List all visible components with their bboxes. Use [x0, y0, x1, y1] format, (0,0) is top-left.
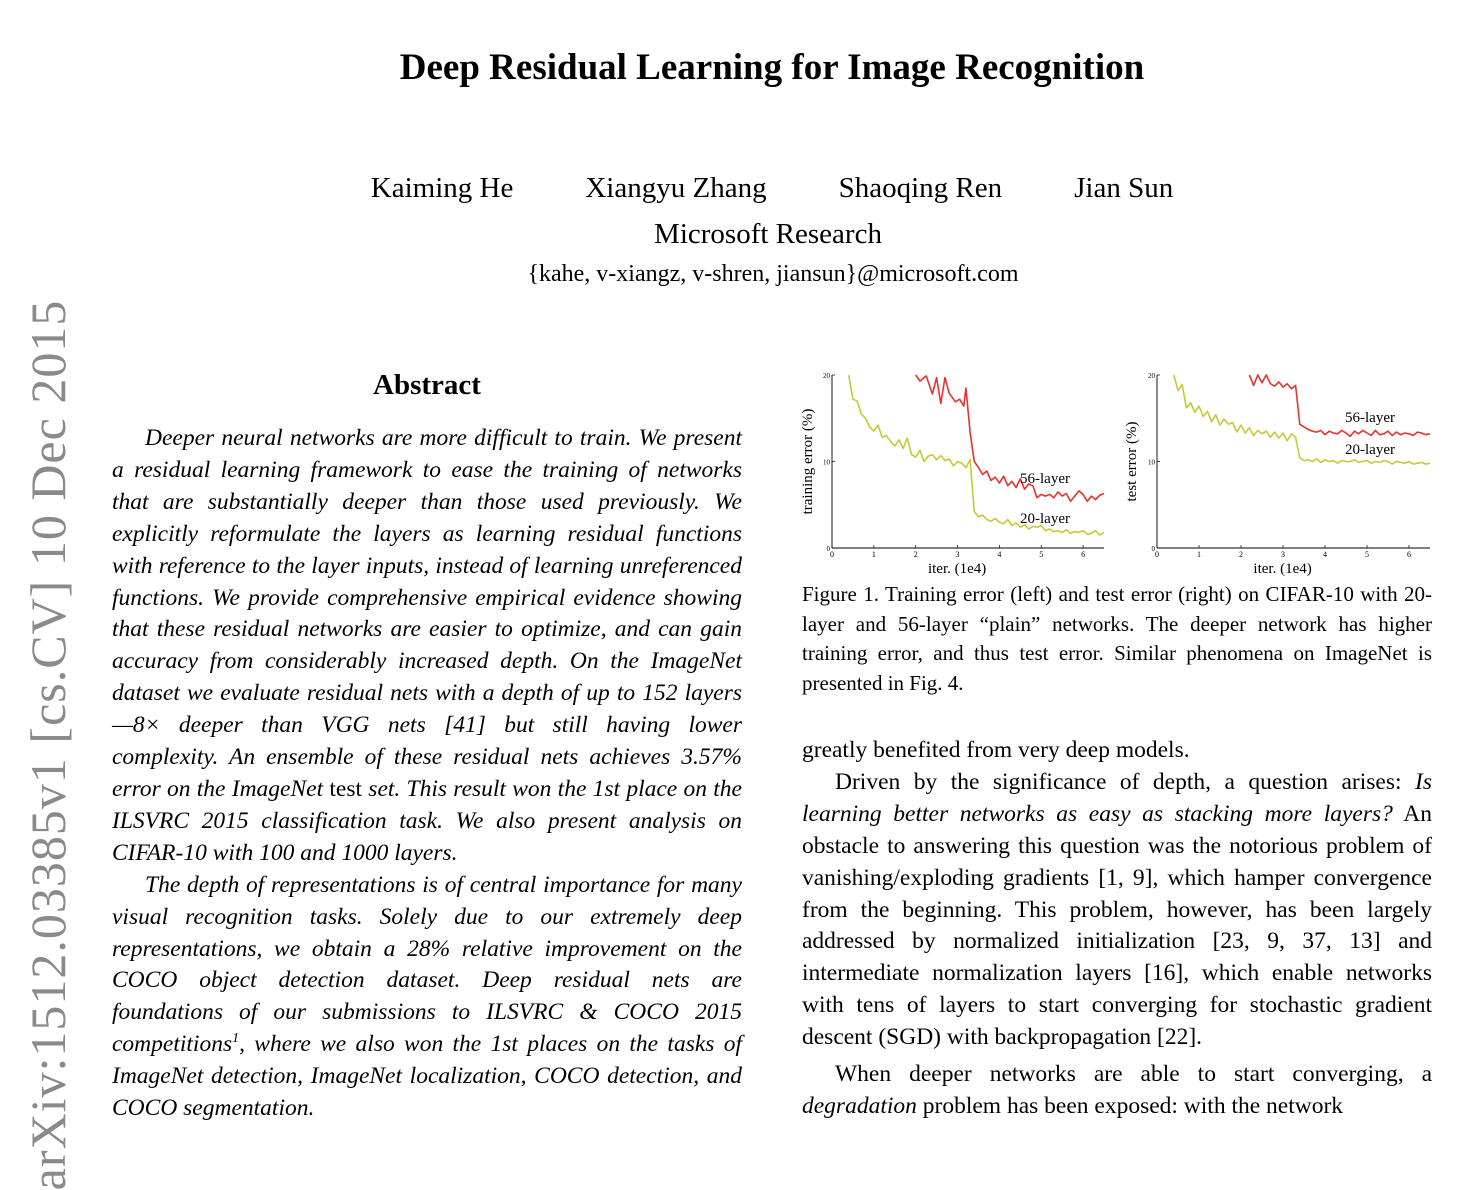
x-tick-label: 2: [1239, 550, 1243, 559]
author-list: Kaiming He Xiangyu Zhang Shaoqing Ren Ji…: [0, 172, 1468, 205]
chart-panel: 0 1 2 3 4 5 6 0 10 20 iter. (1e4) test error (%) 56-…: [1124, 372, 1431, 577]
figure-caption: Figure 1. Training error (left) and test…: [802, 582, 1432, 695]
test-set-term: test: [329, 775, 363, 802]
intro-body: greatly benefited from very deep models.…: [802, 735, 1432, 1123]
x-axis-label: iter. (1e4): [1253, 561, 1311, 577]
author-name: Shaoqing Ren: [838, 172, 1003, 204]
x-axis-label: iter. (1e4): [928, 561, 986, 577]
x-tick-label: 1: [872, 550, 876, 559]
degradation-term: degradation: [802, 1092, 917, 1119]
affiliation: Microsoft Research: [654, 218, 882, 250]
y-tick-label: 20: [1148, 372, 1156, 380]
abstract-paragraph: Deeper neural networks are more difficul…: [112, 425, 742, 866]
x-tick-label: 3: [1281, 550, 1285, 559]
y-tick-label: 10: [823, 459, 831, 467]
author-name: Jian Sun: [1074, 172, 1174, 204]
series-line-56-layer: [915, 374, 1105, 503]
figure-1: 0 1 2 3 4 5 6 0 10 20 iter. (1e4) training error (%…: [802, 365, 1432, 580]
abstract-body: Deeper neural networks are more difficul…: [112, 423, 742, 1125]
y-tick-label: 20: [823, 372, 831, 380]
author-name: Xiangyu Zhang: [585, 172, 767, 204]
series-label: 56-layer: [1345, 410, 1395, 426]
series-line-20-layer: [1173, 374, 1431, 465]
body-paragraph: When deeper networks are able to start c…: [802, 1061, 1432, 1119]
x-tick-label: 6: [1081, 550, 1085, 559]
y-axis-label: test error (%): [1124, 422, 1140, 502]
footnote-marker: 1: [232, 1031, 240, 1047]
x-tick-label: 0: [1155, 550, 1159, 559]
series-label: 20-layer: [1345, 442, 1395, 458]
series-label: 56-layer: [1020, 471, 1070, 487]
y-tick-label: 10: [1148, 459, 1156, 467]
author-name: Kaiming He: [370, 172, 514, 204]
x-tick-label: 4: [997, 550, 1001, 559]
abstract-heading: Abstract: [373, 369, 481, 401]
series-line-20-layer: [847, 374, 1105, 536]
x-tick-label: 4: [1323, 550, 1327, 559]
x-tick-label: 1: [1197, 550, 1201, 559]
chart-panel: 0 1 2 3 4 5 6 0 10 20 iter. (1e4) training error (%…: [802, 372, 1105, 577]
y-tick-label: 0: [1152, 545, 1156, 553]
abstract-paragraph: The depth of representations is of centr…: [112, 871, 742, 1122]
body-paragraph: Driven by the significance of depth, a q…: [802, 768, 1432, 1051]
paper-title: Deep Residual Learning for Image Recogni…: [399, 47, 1145, 88]
x-tick-label: 5: [1039, 550, 1043, 559]
series-line-56-layer: [1248, 374, 1431, 438]
x-tick-label: 5: [1365, 550, 1369, 559]
x-tick-label: 6: [1407, 550, 1411, 559]
x-tick-label: 0: [830, 550, 834, 559]
y-axis-label: training error (%): [802, 409, 816, 515]
research-question: Is learning better networks as easy as s…: [802, 768, 1432, 827]
arxiv-identifier: arXiv:1512.03385v1 [cs.CV] 10 Dec 2015: [20, 299, 76, 1190]
series-label: 20-layer: [1020, 511, 1070, 527]
body-paragraph: greatly benefited from very deep models.: [802, 737, 1190, 763]
x-tick-label: 3: [956, 550, 960, 559]
y-tick-label: 0: [827, 545, 831, 553]
x-tick-label: 2: [914, 550, 918, 559]
author-emails: {kahe, v-xiangz, v-shren, jiansun}@micro…: [527, 261, 1019, 287]
